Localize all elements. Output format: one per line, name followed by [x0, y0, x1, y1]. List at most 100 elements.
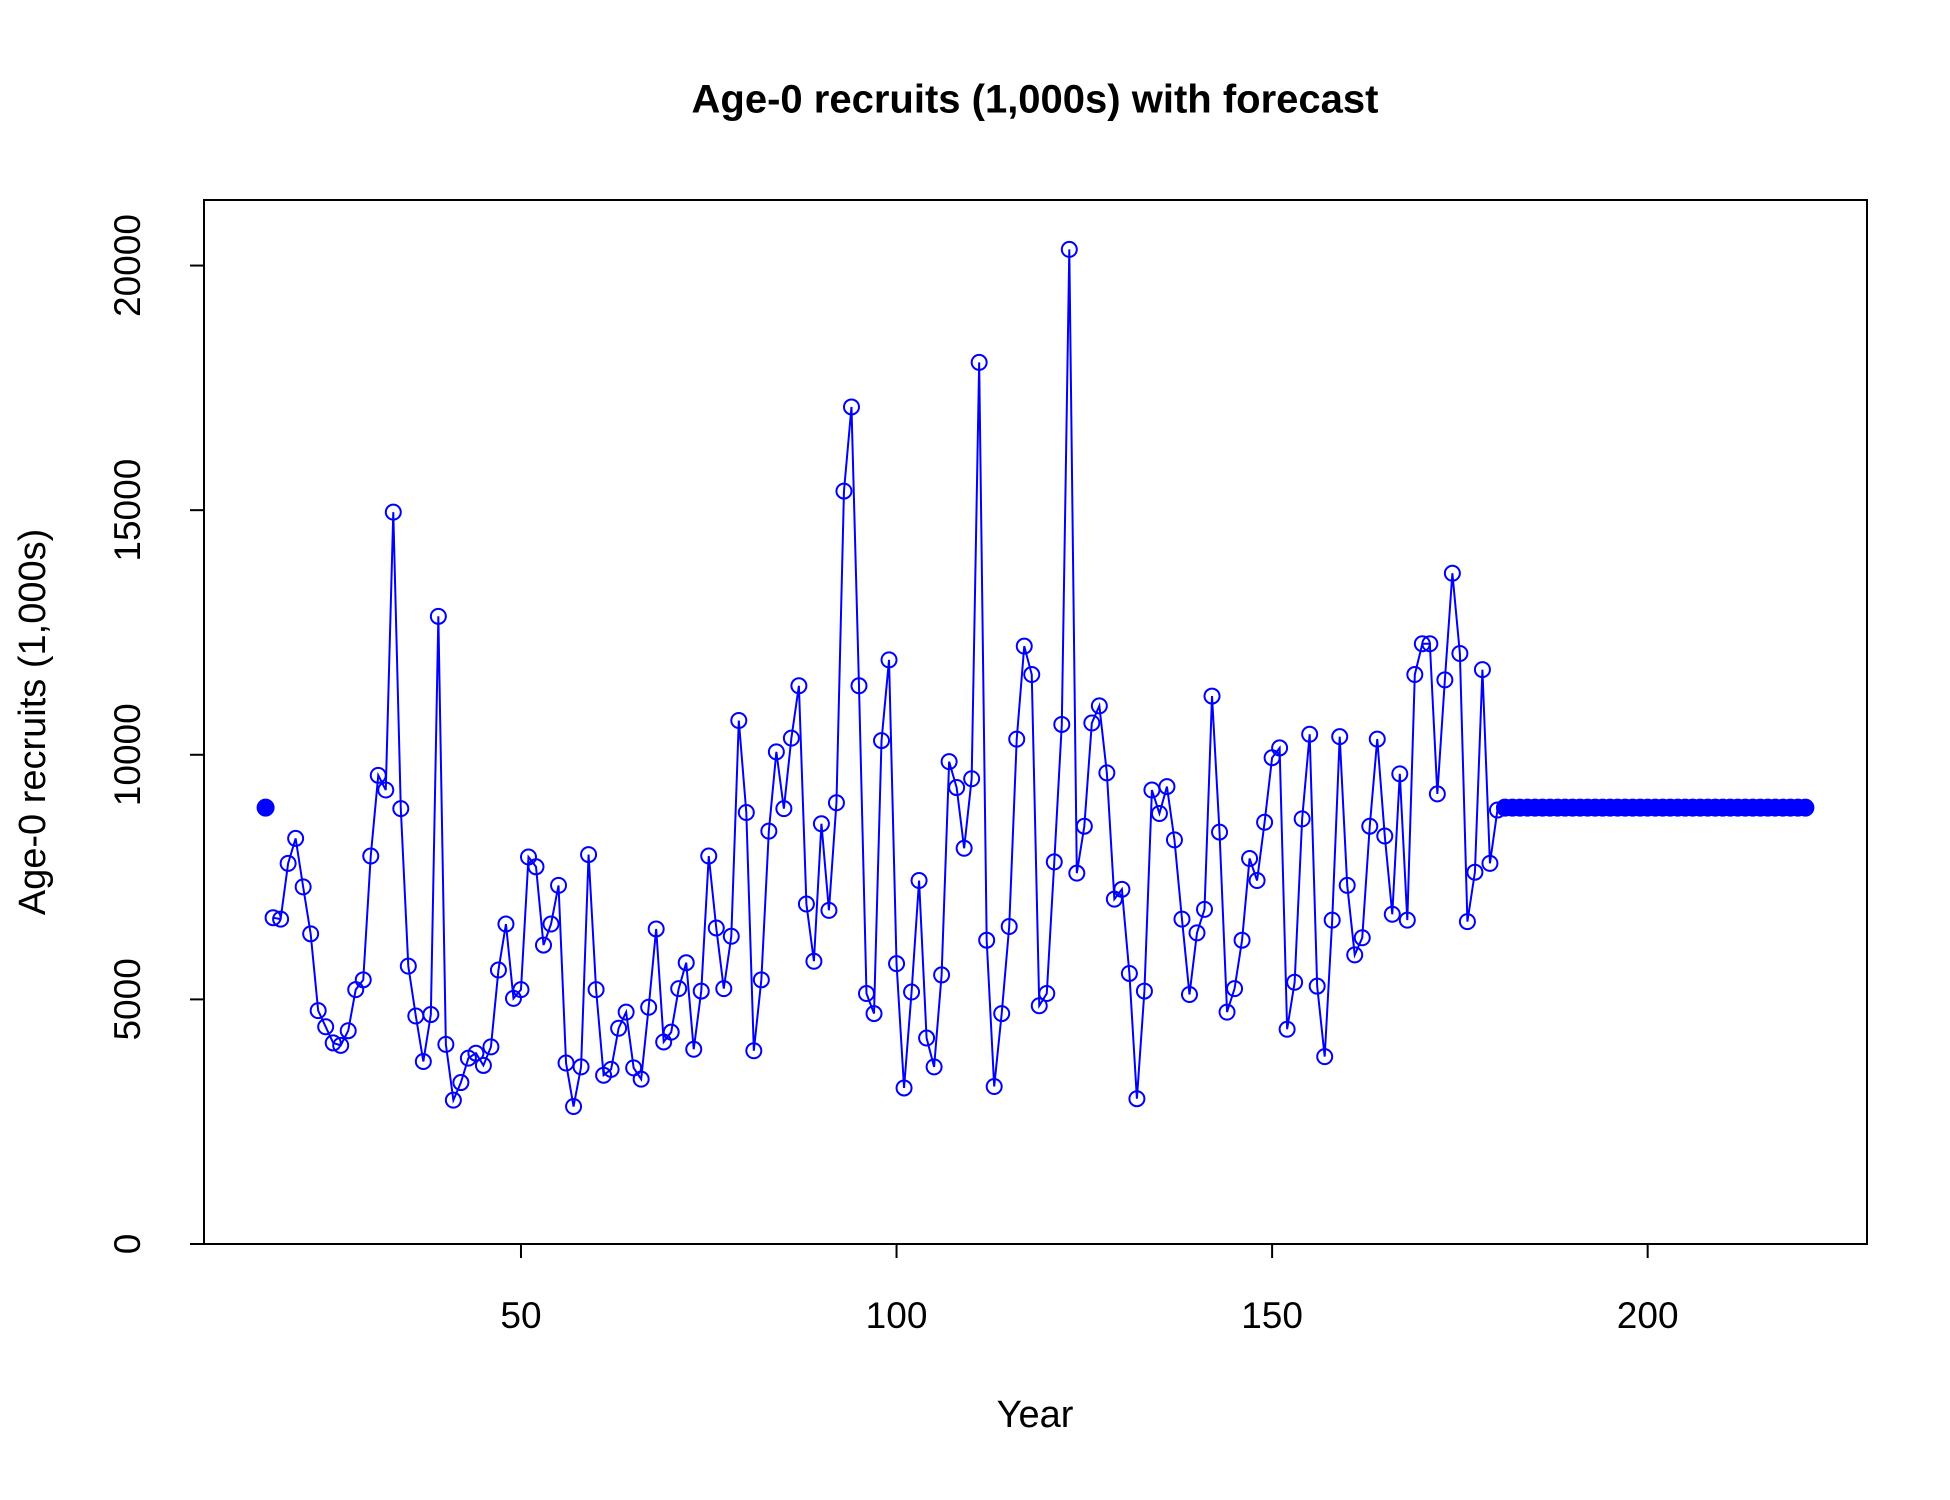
data-point [797, 895, 815, 913]
data-point [1120, 964, 1138, 982]
data-point [1413, 635, 1431, 653]
data-point [640, 998, 658, 1016]
data-point [414, 1053, 432, 1071]
data-point [835, 482, 853, 500]
data-point [1443, 564, 1461, 582]
data-point [1256, 813, 1274, 831]
x-tick-label: 150 [1241, 1295, 1303, 1336]
data-point [572, 1058, 590, 1076]
data-point [737, 804, 755, 822]
data-point [1188, 924, 1206, 942]
forecast-point [256, 798, 275, 817]
x-tick-label: 200 [1617, 1295, 1679, 1336]
data-point [287, 829, 305, 847]
data-point [895, 1079, 913, 1097]
data-point [933, 966, 951, 984]
data-point [1090, 697, 1108, 715]
data-point [1218, 1003, 1236, 1021]
data-point [1241, 849, 1259, 867]
data-point [354, 971, 372, 989]
data-point [782, 729, 800, 747]
data-point [978, 931, 996, 949]
data-point [565, 1098, 583, 1116]
data-point [309, 1002, 327, 1020]
data-point [1150, 804, 1168, 822]
data-point [550, 876, 568, 894]
data-point [610, 1019, 628, 1037]
data-point [1346, 946, 1364, 964]
data-point [955, 839, 973, 857]
data-point [805, 952, 823, 970]
y-tick-label: 5000 [107, 958, 148, 1040]
data-point [1421, 635, 1439, 653]
data-point [888, 955, 906, 973]
data-point [1248, 872, 1266, 890]
data-point [1008, 730, 1026, 748]
data-point [294, 878, 312, 896]
data-point [918, 1029, 936, 1047]
y-tick-label: 20000 [107, 214, 148, 317]
data-point [903, 983, 921, 1001]
data-point [392, 800, 410, 818]
data-point [647, 920, 665, 938]
data-point [535, 936, 553, 954]
data-point [632, 1070, 650, 1088]
x-tick-label: 100 [866, 1295, 928, 1336]
data-point [873, 732, 891, 750]
data-point [850, 677, 868, 695]
data-point [1398, 911, 1416, 929]
data-point [940, 753, 958, 771]
data-point [602, 1060, 620, 1078]
data-point [1015, 637, 1033, 655]
y-tick-label: 0 [107, 1234, 148, 1255]
plot-frame [203, 199, 1868, 1245]
data-point [1098, 764, 1116, 782]
data-point [429, 607, 447, 625]
data-point [1376, 827, 1394, 845]
data-point [700, 847, 718, 865]
x-tick-label: 50 [500, 1295, 541, 1336]
data-point [1211, 823, 1229, 841]
data-point [467, 1044, 485, 1062]
data-point [1158, 778, 1176, 796]
data-point [662, 1023, 680, 1041]
data-point [767, 743, 785, 761]
data-point [1331, 728, 1349, 746]
data-point [1316, 1048, 1334, 1066]
data-point [993, 1005, 1011, 1023]
data-point [1428, 785, 1446, 803]
data-point [1196, 900, 1214, 918]
data-point [812, 815, 830, 833]
forecast-point [1796, 798, 1815, 817]
data-point [1481, 854, 1499, 872]
data-point [1128, 1090, 1146, 1108]
data-point [1458, 913, 1476, 931]
data-point [715, 980, 733, 998]
data-point [760, 822, 778, 840]
data-point [1038, 985, 1056, 1003]
data-point [1203, 687, 1221, 705]
data-point [865, 1005, 883, 1023]
data-point [1323, 911, 1341, 929]
data-point [1075, 817, 1093, 835]
data-point [948, 779, 966, 797]
data-point [422, 1006, 440, 1024]
data-point [1023, 666, 1041, 684]
data-point [925, 1058, 943, 1076]
data-point [730, 712, 748, 730]
data-point [369, 766, 387, 784]
data-point [970, 353, 988, 371]
data-point [1068, 864, 1086, 882]
data-point [842, 398, 860, 416]
data-point [1180, 985, 1198, 1003]
data-point [790, 677, 808, 695]
data-point [497, 915, 515, 933]
data-point [1226, 980, 1244, 998]
data-point [362, 847, 380, 865]
data-point [827, 794, 845, 812]
data-point [880, 651, 898, 669]
y-axis-label: Age-0 recruits (1,000s) [12, 529, 54, 916]
data-point [1301, 725, 1319, 743]
data-point [707, 919, 725, 937]
